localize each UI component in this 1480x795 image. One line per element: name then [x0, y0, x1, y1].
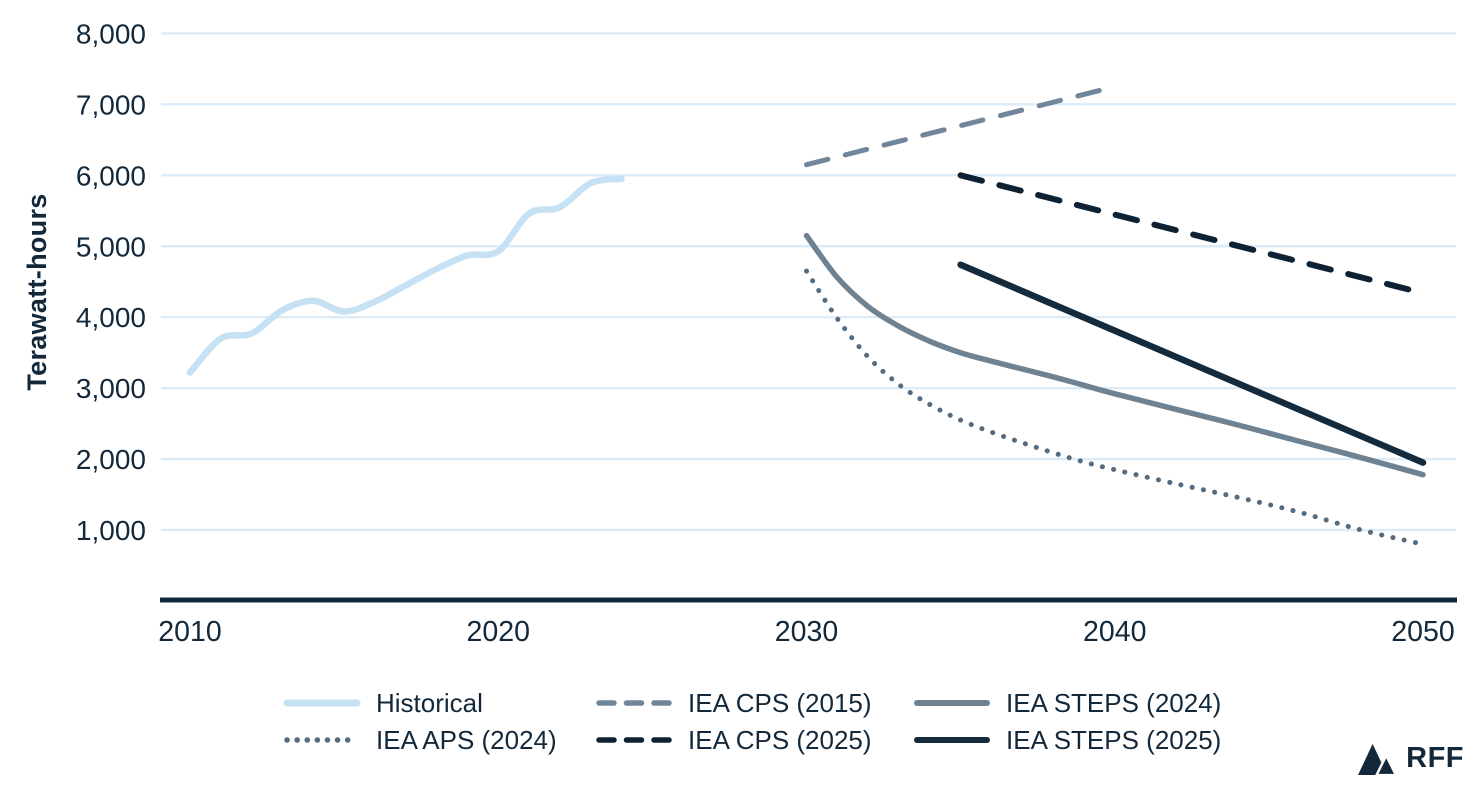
x-tick-label-2020: 2020 — [467, 616, 530, 648]
series-line-iea-aps-2024 — [804, 268, 1426, 547]
y-tick-label-4000: 4,000 — [76, 302, 146, 333]
y-tick-label-1000: 1,000 — [76, 515, 146, 546]
y-axis-title: Terawatt-hours — [22, 193, 52, 391]
legend-swatch-iea-steps-2025 — [913, 733, 991, 747]
legend-swatch-iea-steps-2024 — [913, 696, 991, 710]
series-line-historical — [186, 175, 625, 376]
y-tick-label-3000: 3,000 — [76, 373, 146, 404]
legend-label: IEA STEPS (2024) — [1006, 687, 1222, 718]
chart-legend: Historical IEA CPS (2015) IEA STEPS (202… — [283, 686, 1221, 757]
x-tick-label-2030: 2030 — [775, 616, 838, 648]
legend-item-iea-aps-2024: IEA APS (2024) — [283, 723, 595, 757]
legend-swatch-line — [914, 737, 990, 743]
series-line-iea-steps-2024 — [803, 232, 1426, 478]
series-line-iea-steps-2025 — [957, 261, 1427, 466]
legend-swatch-line — [284, 737, 360, 743]
legend-item-historical: Historical — [283, 686, 595, 720]
legend-label: IEA STEPS (2025) — [1006, 724, 1222, 755]
y-tick-label-2000: 2,000 — [76, 444, 146, 475]
legend-swatch-iea-cps-2025 — [595, 733, 673, 747]
rff-logo: RFF — [1357, 741, 1464, 776]
legend-label: IEA APS (2024) — [376, 724, 557, 755]
legend-swatch-iea-cps-2015 — [595, 696, 673, 710]
x-tick-label-2010: 2010 — [158, 616, 221, 648]
legend-item-iea-cps-2015: IEA CPS (2015) — [595, 686, 913, 720]
rff-mountains-icon — [1358, 743, 1398, 776]
legend-swatch-line — [914, 700, 990, 706]
legend-swatch-historical — [283, 696, 361, 710]
legend-label: IEA CPS (2025) — [688, 724, 872, 755]
series-line-iea-cps-2025 — [957, 172, 1426, 297]
legend-label: Historical — [376, 687, 483, 718]
legend-swatch-iea-aps-2024 — [283, 733, 361, 747]
legend-swatch-line — [283, 699, 361, 707]
legend-item-iea-steps-2024: IEA STEPS (2024) — [913, 686, 1221, 720]
y-tick-label-7000: 7,000 — [76, 89, 146, 120]
rff-logo-text: RFF — [1406, 742, 1464, 774]
series-line-iea-cps-2015 — [804, 84, 1118, 168]
legend-label: IEA CPS (2015) — [688, 687, 872, 718]
legend-swatch-line — [596, 700, 672, 706]
y-tick-label-8000: 8,000 — [76, 18, 146, 49]
x-tick-label-2050: 2050 — [1391, 616, 1454, 648]
y-tick-label-6000: 6,000 — [76, 160, 146, 191]
legend-swatch-line — [596, 737, 672, 743]
line-chart-plot-area: 1,000 2,000 3,000 4,000 5,000 6,000 7,000 8,000… — [76, 18, 1457, 648]
legend-item-iea-cps-2025: IEA CPS (2025) — [595, 723, 913, 757]
legend-item-iea-steps-2025: IEA STEPS (2025) — [913, 723, 1221, 757]
x-tick-label-2040: 2040 — [1083, 616, 1146, 648]
y-tick-label-5000: 5,000 — [76, 231, 146, 262]
